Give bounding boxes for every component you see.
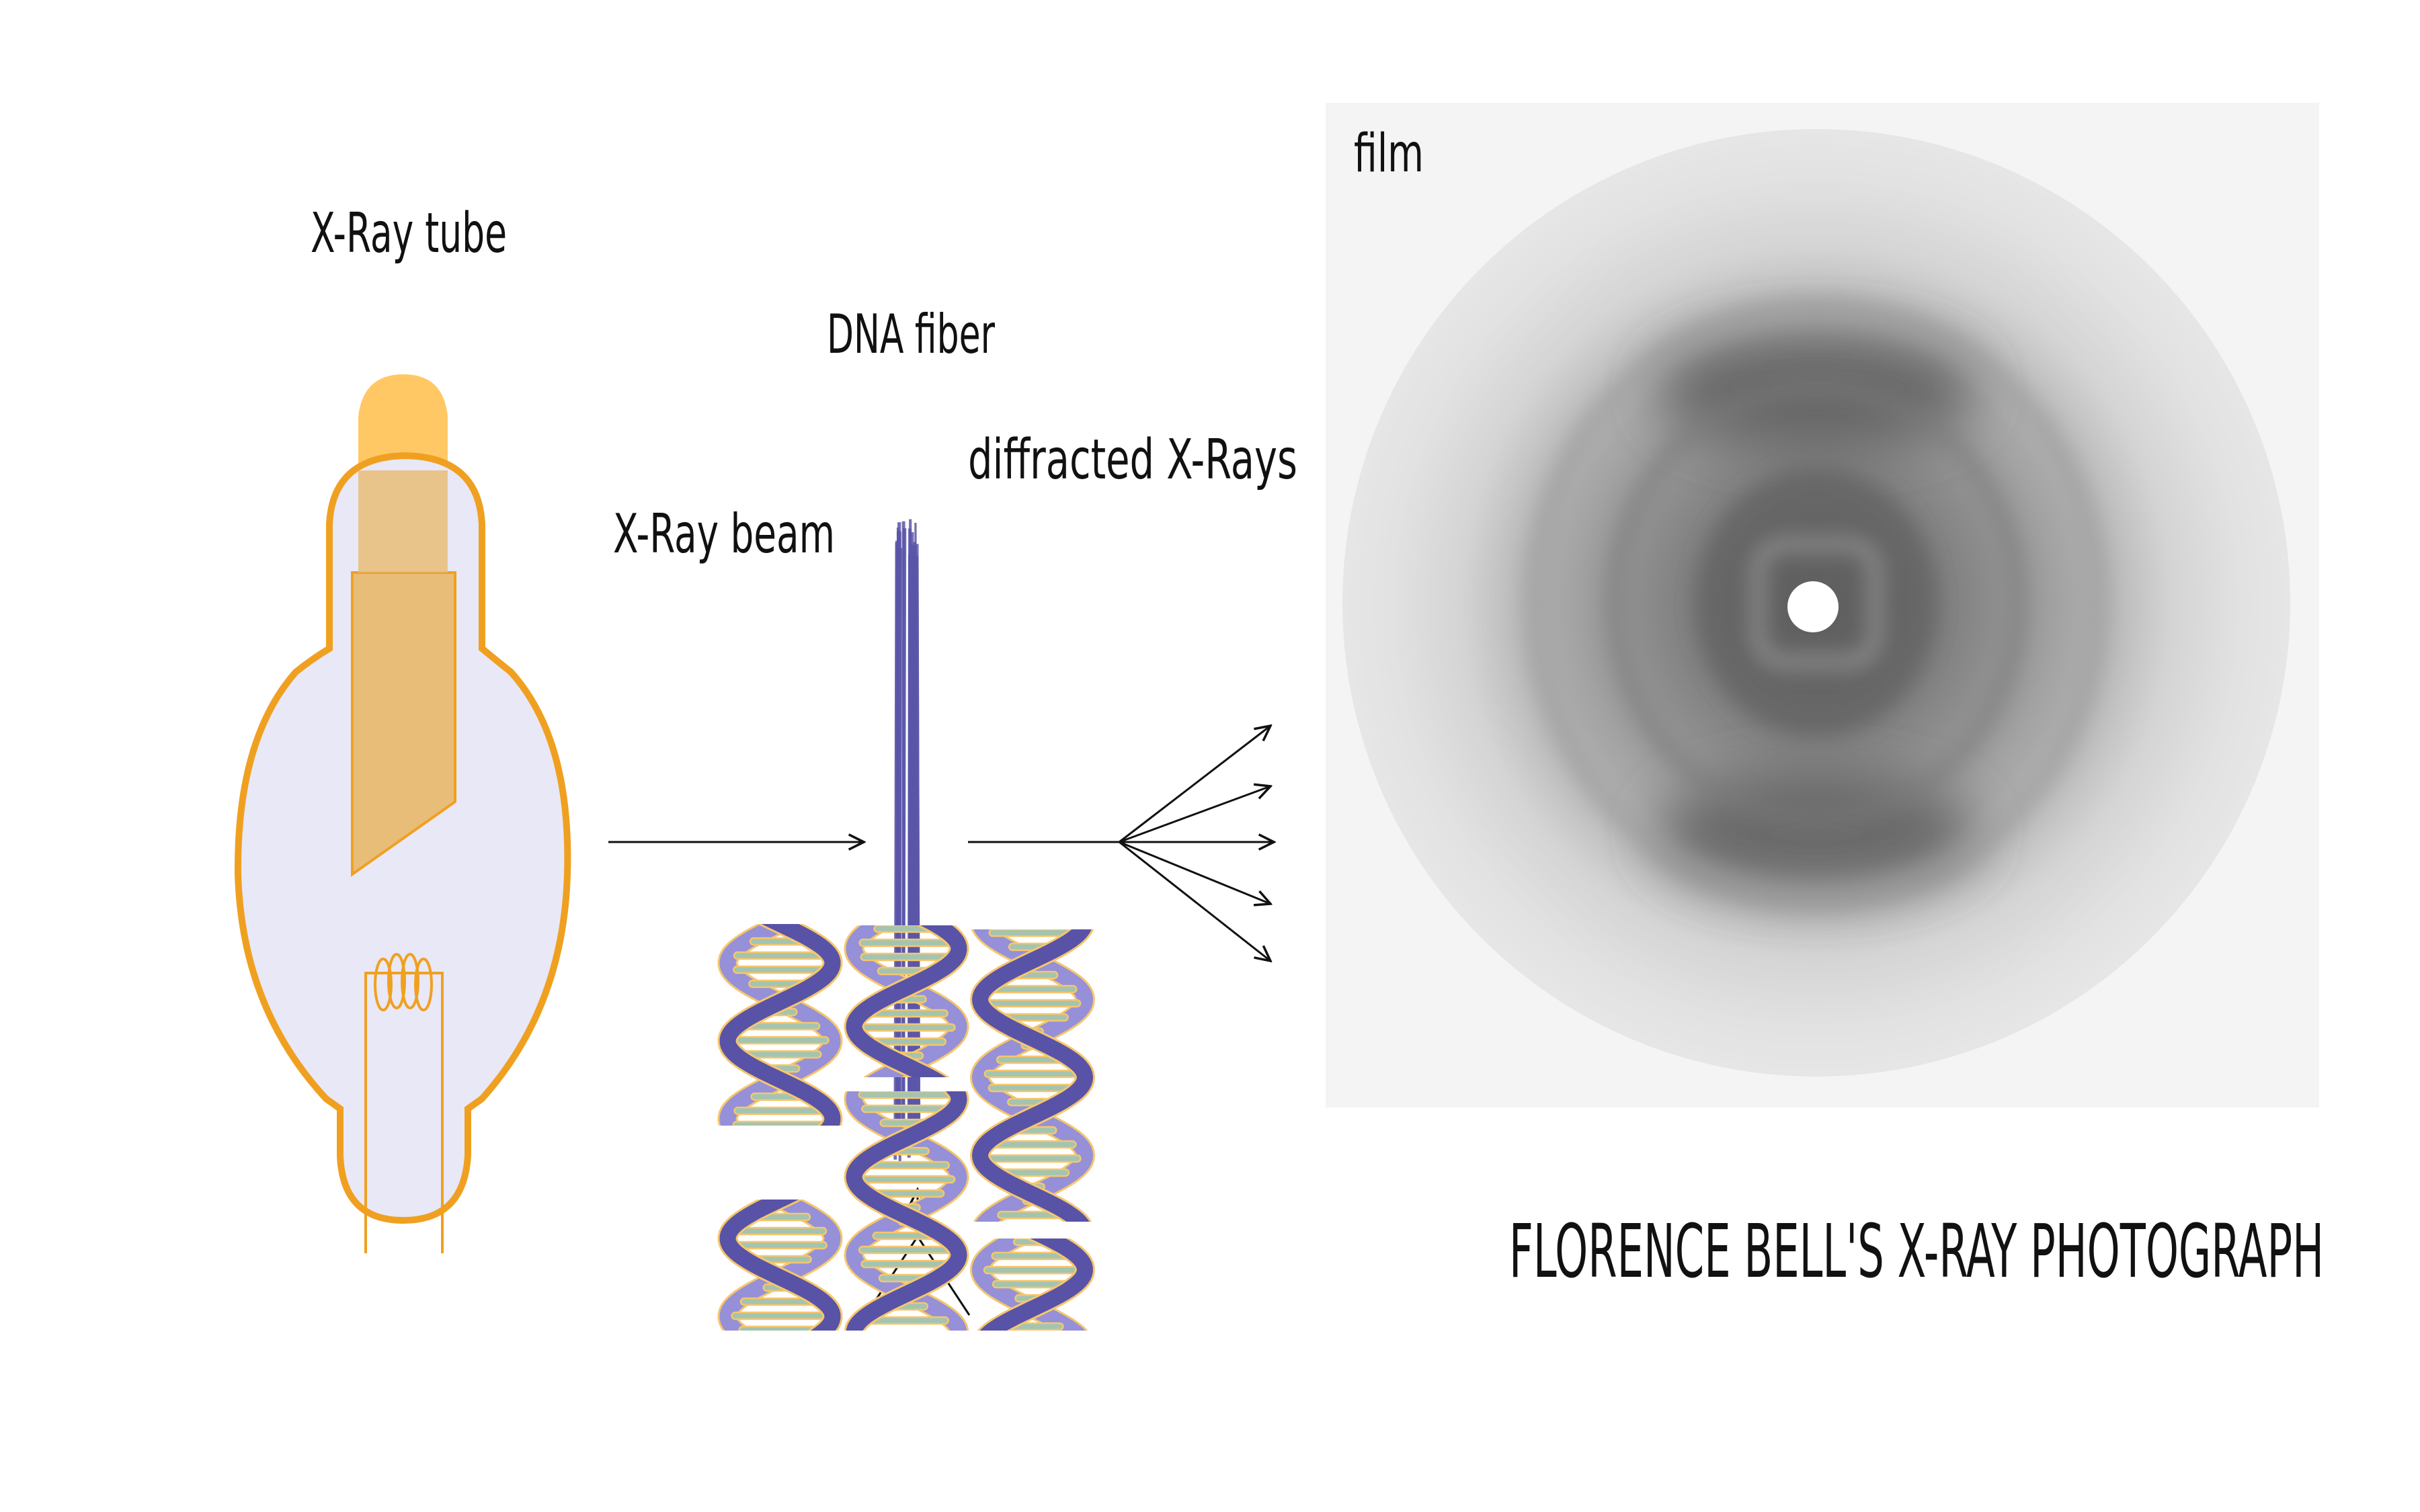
base-pair bbox=[860, 939, 954, 946]
photograph-caption: FLORENCE BELL'S X-RAY PHOTOGRAPH bbox=[1509, 1208, 2324, 1294]
base-pair bbox=[858, 1024, 955, 1031]
film-label: film bbox=[1354, 124, 1424, 184]
base-pair bbox=[859, 1247, 954, 1253]
dna-fiber-label: DNA fiber bbox=[827, 303, 995, 366]
diffracted-xrays-label: diffracted X-Rays bbox=[968, 428, 1297, 492]
diffracted-arrow bbox=[1119, 786, 1270, 842]
base-pair bbox=[732, 1312, 829, 1319]
xray-beam-label: X-Ray beam bbox=[613, 503, 835, 565]
dna-helix bbox=[728, 911, 833, 1139]
base-pair bbox=[861, 954, 953, 960]
base-pair bbox=[735, 1107, 826, 1114]
diffracted-arrow bbox=[1119, 842, 1270, 904]
dna-helices bbox=[728, 911, 1085, 1344]
base-pair bbox=[984, 1267, 1081, 1273]
base-pair bbox=[985, 1155, 1081, 1162]
dna-helix bbox=[854, 1078, 959, 1344]
dna-helix bbox=[854, 912, 959, 1089]
film-center-spot bbox=[1787, 581, 1839, 632]
film-photograph: film bbox=[1326, 103, 2319, 1107]
base-pair bbox=[733, 1122, 827, 1128]
base-pair bbox=[985, 1000, 1080, 1007]
base-pair bbox=[734, 1228, 826, 1234]
base-pair bbox=[734, 952, 826, 959]
base-pair bbox=[732, 1037, 829, 1044]
dna-helix bbox=[980, 916, 1085, 1233]
dna-helix bbox=[728, 1186, 833, 1342]
anode-upper bbox=[358, 470, 448, 573]
diffracted-arrow bbox=[1119, 842, 1270, 961]
dna-helix bbox=[980, 1225, 1085, 1343]
diffracted-arrow bbox=[1119, 726, 1270, 842]
base-pair bbox=[858, 1176, 955, 1183]
diffracted-arrows bbox=[968, 726, 1274, 961]
xray-tube: X-Ray tube bbox=[238, 202, 567, 1253]
base-pair bbox=[733, 966, 826, 973]
base-pair bbox=[859, 1091, 955, 1098]
base-pair bbox=[733, 1242, 826, 1249]
xray-tube-label: X-Ray tube bbox=[311, 202, 507, 265]
base-pair bbox=[985, 1070, 1080, 1077]
